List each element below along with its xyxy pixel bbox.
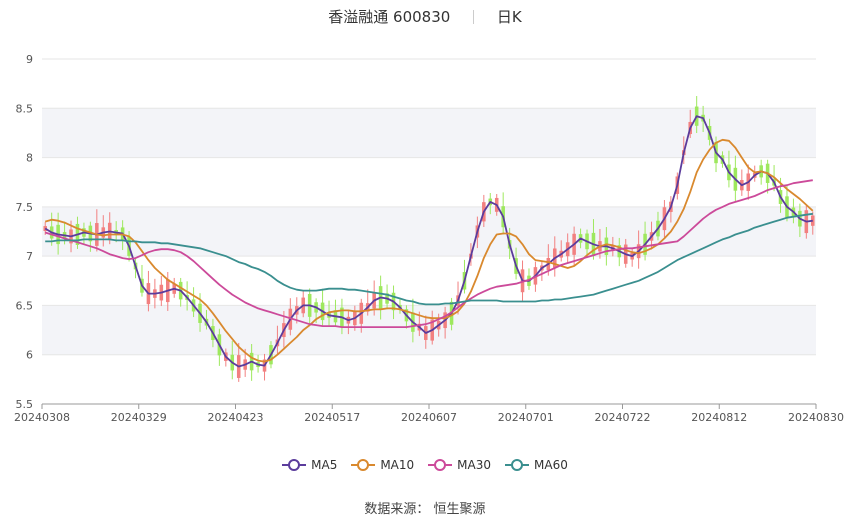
legend-label: MA30 — [457, 458, 492, 472]
legend-item-ma5[interactable]: MA5 — [282, 458, 337, 472]
legend-item-ma30[interactable]: MA30 — [428, 458, 491, 472]
candle[interactable] — [301, 290, 305, 318]
chart-title: 香溢融通 600830 — [328, 8, 451, 26]
band-3 — [42, 206, 816, 257]
legend-marker-icon — [351, 459, 376, 471]
y-tick-label: 7 — [26, 250, 33, 263]
legend-item-ma60[interactable]: MA60 — [505, 458, 568, 472]
candlestick-chart: 5.5 6 6.5 7 7.5 8 8.5 9 20240308 20240329 2024042… — [14, 53, 844, 424]
x-tick-label: 20240722 — [595, 411, 651, 424]
y-tick-label: 5.5 — [16, 398, 34, 411]
band-1 — [42, 305, 816, 355]
x-tick-label: 20240308 — [14, 411, 70, 424]
period-label[interactable]: 日K — [496, 8, 522, 26]
candle[interactable] — [262, 353, 267, 381]
candle[interactable] — [333, 299, 338, 327]
legend-label: MA5 — [311, 458, 338, 472]
plot-background-bands — [42, 108, 816, 355]
x-tick-label: 20240423 — [208, 411, 264, 424]
ma5-line[interactable] — [44, 115, 813, 368]
legend-label: MA10 — [380, 458, 415, 472]
candle[interactable] — [159, 275, 164, 307]
candle[interactable] — [540, 261, 544, 281]
legend-item-ma10[interactable]: MA10 — [351, 458, 414, 472]
chart-header: 香溢融通 600830 日K — [0, 6, 850, 28]
legend: MA5 MA10 MA30 MA60 — [0, 458, 850, 474]
y-tick-label: 7.5 — [16, 201, 34, 214]
x-tick-label: 20240329 — [111, 411, 167, 424]
legend-marker-icon — [428, 459, 453, 471]
y-tick-label: 6.5 — [16, 299, 34, 312]
data-source: 数据来源： 恒生聚源 — [364, 502, 486, 517]
x-tick-label: 20240517 — [304, 411, 360, 424]
ma10-line[interactable] — [44, 138, 814, 363]
ma60-line[interactable] — [45, 212, 813, 306]
y-tick-label: 6 — [26, 349, 33, 362]
moving-average-lines — [44, 115, 814, 368]
legend-marker-icon — [282, 459, 307, 471]
legend-marker-icon — [505, 459, 530, 471]
legend-label: MA60 — [534, 458, 568, 472]
band-5 — [42, 108, 816, 158]
y-tick-label: 8.5 — [16, 102, 34, 115]
candle[interactable] — [765, 159, 770, 194]
ma30-line[interactable] — [44, 179, 813, 328]
x-tick-label: 20240607 — [401, 411, 457, 424]
candle[interactable] — [740, 169, 744, 196]
title-divider — [473, 9, 475, 24]
x-axis: 20240308 20240329 20240423 20240517 20240607… — [14, 403, 844, 424]
y-tick-label: 9 — [26, 53, 33, 66]
x-tick-label: 20240701 — [498, 411, 554, 424]
x-tick-label: 20240812 — [691, 411, 747, 424]
y-tick-label: 8 — [26, 152, 33, 165]
x-tick-label: 20240830 — [788, 411, 844, 424]
y-axis: 5.5 6 6.5 7 7.5 8 8.5 9 — [16, 53, 34, 411]
